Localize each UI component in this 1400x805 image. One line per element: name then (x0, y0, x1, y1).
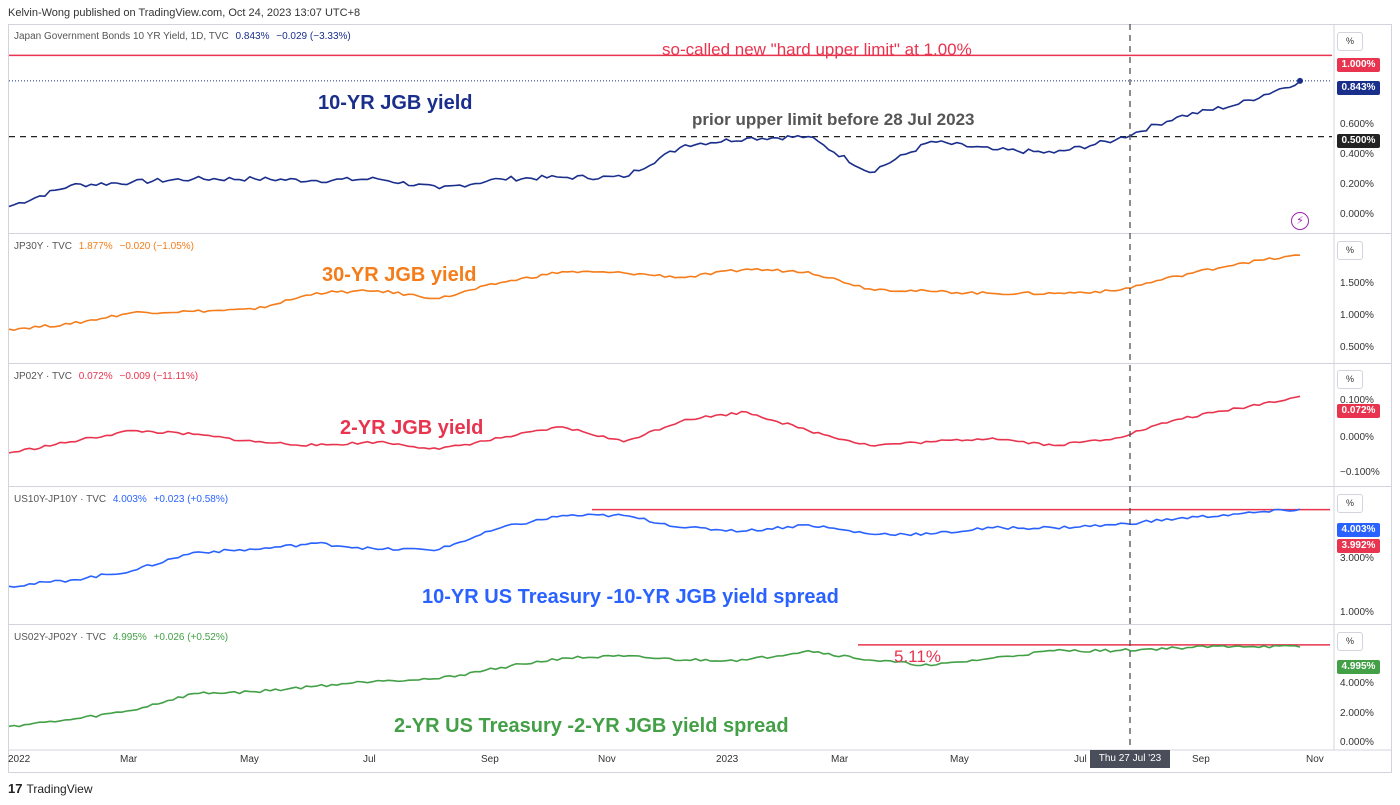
footer: 17 TradingView (8, 781, 93, 796)
pane4-title-text: US10Y-JP10Y · TVC (14, 494, 107, 505)
pane1-change: −0.029 (−3.33%) (276, 31, 351, 42)
pane3-value: 0.072% (78, 371, 113, 382)
publisher-header: Kelvin-Wong published on TradingView.com… (8, 7, 361, 19)
prior-upper-limit-label: prior upper limit before 28 Jul 2023 (692, 110, 975, 129)
last-price-marker (1297, 77, 1303, 84)
pane3-title: JP02Y · TVC 0.072% −0.009 (−11.11%) (14, 371, 198, 382)
pane3-tick: 0.000% (1340, 432, 1374, 443)
pane2-tick: 0.500% (1340, 342, 1374, 353)
pane5-tick: 4.000% (1340, 678, 1374, 689)
pane3-scale-button[interactable]: % (1337, 370, 1363, 389)
pane1-annotation: 10-YR JGB yield (318, 92, 473, 114)
pane2-change: −0.020 (−1.05%) (119, 241, 194, 252)
pane1-title: Japan Government Bonds 10 YR Yield, 1D, … (14, 31, 351, 42)
pane1-tick: 0.000% (1340, 209, 1374, 220)
pane1-tick: 0.600% (1340, 119, 1374, 130)
chart-frame (8, 24, 1392, 773)
pane5-annotation: 2-YR US Treasury -2-YR JGB yield spread (394, 715, 789, 737)
pane5-last-value-badge: 4.995% (1337, 660, 1380, 674)
pane1-scale-button[interactable]: % (1337, 32, 1363, 51)
x-tick: Jul (1074, 754, 1087, 765)
x-tick: Mar (120, 754, 138, 765)
pane4-level-badge: 3.992% (1337, 539, 1380, 553)
pane3-last-value-badge: 0.072% (1337, 404, 1380, 418)
series-line (8, 80, 1301, 208)
pane4-title: US10Y-JP10Y · TVC 4.003% +0.023 (+0.58%) (14, 494, 228, 505)
pane4-tick: 3.000% (1340, 553, 1374, 564)
pane3-annotation: 2-YR JGB yield (340, 417, 484, 439)
pane2-value: 1.877% (78, 241, 113, 252)
pane2-annotation: 30-YR JGB yield (322, 264, 477, 286)
pane2-scale-button[interactable]: % (1337, 241, 1363, 260)
x-tick: May (950, 754, 969, 765)
x-tick: May (240, 754, 259, 765)
series-line (8, 508, 1301, 588)
pane2-title: JP30Y · TVC 1.877% −0.020 (−1.05%) (14, 241, 194, 252)
pane4-scale-button[interactable]: % (1337, 494, 1363, 513)
crosshair-date-label: Thu 27 Jul '23 (1090, 750, 1170, 768)
x-tick: 2023 (716, 754, 739, 765)
hard-upper-limit-label: so-called new "hard upper limit" at 1.00… (662, 40, 972, 59)
pane4-value: 4.003% (112, 494, 147, 505)
tradingview-logo-icon: 17 (8, 781, 23, 796)
pane1-title-text: Japan Government Bonds 10 YR Yield, 1D, … (14, 31, 229, 42)
prior-limit-badge: 0.500% (1337, 134, 1380, 148)
pane4-last-value-badge: 4.003% (1337, 523, 1380, 537)
pane4-change: +0.023 (+0.58%) (153, 494, 229, 505)
pane1-tick: 0.400% (1340, 149, 1374, 160)
pane5-title: US02Y-JP02Y · TVC 4.995% +0.026 (+0.52%) (14, 632, 228, 643)
x-tick: Jul (363, 754, 376, 765)
pane1-last-value-badge: 0.843% (1337, 81, 1380, 95)
pane3-tick: −0.100% (1340, 467, 1380, 478)
x-tick: Nov (1306, 754, 1324, 765)
pane3-tick: 0.100% (1340, 395, 1374, 406)
pane5-scale-button[interactable]: % (1337, 632, 1363, 651)
hard-limit-badge: 1.000% (1337, 58, 1380, 72)
spread-high-label: 5.11% (894, 647, 941, 666)
x-tick: Mar (831, 754, 849, 765)
pane5-tick: 0.000% (1340, 737, 1374, 748)
pane5-tick: 2.000% (1340, 708, 1374, 719)
pane1-tick: 0.200% (1340, 179, 1374, 190)
pane1-value: 0.843% (235, 31, 270, 42)
pane2-tick: 1.500% (1340, 278, 1374, 289)
pane4-tick: 1.000% (1340, 607, 1374, 618)
lightning-icon[interactable]: ⚡︎ (1291, 212, 1309, 230)
series-line (8, 644, 1301, 728)
pane2-title-text: JP30Y · TVC (14, 241, 72, 252)
pane3-title-text: JP02Y · TVC (14, 371, 72, 382)
pane3-change: −0.009 (−11.11%) (119, 371, 199, 382)
x-tick: Sep (1192, 754, 1210, 765)
footer-brand: TradingView (26, 781, 93, 796)
x-tick: Sep (481, 754, 499, 765)
pane5-change: +0.026 (+0.52%) (153, 632, 229, 643)
series-line (8, 395, 1301, 454)
x-tick: Nov (598, 754, 616, 765)
pane2-tick: 1.000% (1340, 310, 1374, 321)
pane5-value: 4.995% (112, 632, 147, 643)
x-tick: 2022 (8, 754, 31, 765)
series-line (8, 254, 1301, 332)
pane4-annotation: 10-YR US Treasury -10-YR JGB yield sprea… (422, 586, 839, 608)
pane5-title-text: US02Y-JP02Y · TVC (14, 632, 107, 643)
